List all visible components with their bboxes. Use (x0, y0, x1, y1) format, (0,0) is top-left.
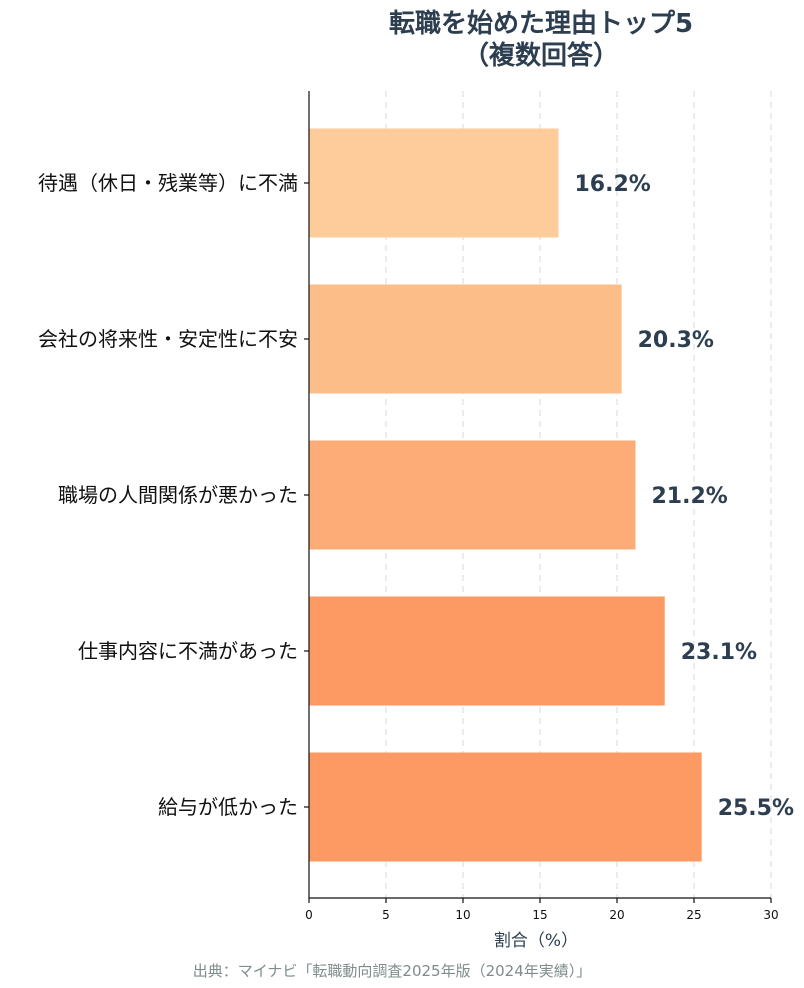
bar-1 (309, 284, 622, 394)
category-label-4: 給与が低かった (158, 795, 298, 819)
bar-2 (309, 440, 636, 550)
category-label-3: 仕事内容に不満があった (78, 639, 298, 663)
bar-0 (309, 128, 559, 238)
bar-4 (309, 752, 702, 862)
bar-3 (309, 596, 665, 706)
chart-title-line-2: （複数回答） (463, 40, 619, 71)
x-tick-label-3: 15 (532, 908, 547, 922)
x-tick-label-2: 10 (455, 908, 470, 922)
source-note: 出典：マイナビ「転職動向調査2025年版（2024年実績）」 (193, 962, 592, 980)
value-label-2: 21.2% (651, 484, 727, 509)
value-label-4: 25.5% (718, 796, 794, 821)
x-tick-label-4: 20 (609, 908, 624, 922)
x-tick-label-6: 30 (763, 908, 778, 922)
bars (309, 128, 702, 862)
category-label-0: 待遇（休日・残業等）に不満 (38, 171, 298, 195)
category-label-2: 職場の人間関係が悪かった (58, 483, 298, 507)
x-tick-label-5: 25 (686, 908, 701, 922)
value-label-0: 16.2% (574, 172, 650, 197)
bar-labels: 16.2% 待遇（休日・残業等）に不満 20.3% 会社の将来性・安定性に不安 21.2… (38, 171, 794, 821)
x-axis-label: 割合（%） (494, 931, 578, 951)
axes: 0 5 10 15 20 25 30 (304, 91, 779, 922)
category-label-1: 会社の将来性・安定性に不安 (38, 327, 298, 351)
value-label-3: 23.1% (681, 640, 757, 665)
chart-title-line-1: 転職を始めた理由トップ5 (389, 9, 693, 39)
x-tick-label-0: 0 (305, 908, 313, 922)
x-tick-label-1: 5 (382, 908, 390, 922)
value-label-1: 20.3% (638, 328, 714, 353)
